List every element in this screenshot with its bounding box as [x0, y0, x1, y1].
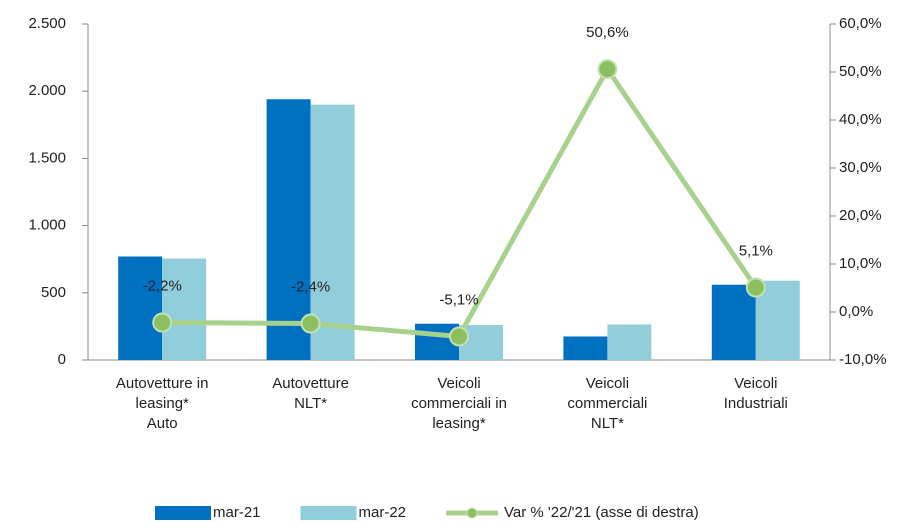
legend-label: mar-21 [213, 504, 261, 521]
bar [162, 258, 207, 360]
legend-swatch [155, 506, 211, 520]
line-marker [300, 313, 321, 334]
legend-swatch [300, 506, 357, 520]
y2-tick-label: 30,0% [839, 159, 882, 176]
y-tick-label: 0 [58, 351, 66, 368]
y-tick-label: 500 [41, 284, 66, 301]
bar [266, 99, 311, 360]
data-label: -2,4% [291, 278, 330, 295]
data-label: -5,1% [439, 291, 478, 308]
y2-tick-label: 10,0% [839, 255, 882, 272]
x-tick-label: Veicoli Industriali [723, 375, 788, 412]
legend-label: Var % '22/'21 (asse di destra) [504, 504, 699, 521]
y2-tick-label: 40,0% [839, 111, 882, 128]
data-label: 5,1% [739, 242, 773, 259]
bar [563, 336, 608, 360]
data-label: -2,2% [143, 278, 182, 295]
x-tick-label: Autovetture in leasing* Auto [115, 375, 209, 432]
bar [711, 284, 756, 360]
line-marker [745, 277, 766, 298]
y2-tick-label: -10,0% [839, 351, 887, 368]
y2-tick-label: 50,0% [839, 63, 882, 80]
data-label: 50,6% [586, 24, 629, 41]
y-tick-label: 2.000 [28, 82, 66, 99]
y-tick-label: 1.000 [28, 217, 66, 234]
legend-label: mar-22 [359, 504, 407, 521]
y2-tick-label: 0,0% [839, 303, 873, 320]
y-tick-label: 1.500 [28, 149, 66, 166]
y-tick-label: 2.500 [28, 15, 66, 32]
legend-marker [466, 507, 478, 519]
y2-tick-label: 20,0% [839, 207, 882, 224]
y2-tick-label: 60,0% [839, 15, 882, 32]
bar [118, 256, 163, 360]
x-tick-label: Autovetture NLT* [272, 375, 349, 412]
x-tick-label: Veicoli commerciali in leasing* [411, 375, 507, 432]
bar [607, 324, 652, 360]
line-marker [449, 326, 469, 347]
line-marker [597, 59, 618, 80]
x-tick-label: Veicoli commerciali NLT* [567, 375, 648, 432]
line-marker [152, 312, 173, 333]
